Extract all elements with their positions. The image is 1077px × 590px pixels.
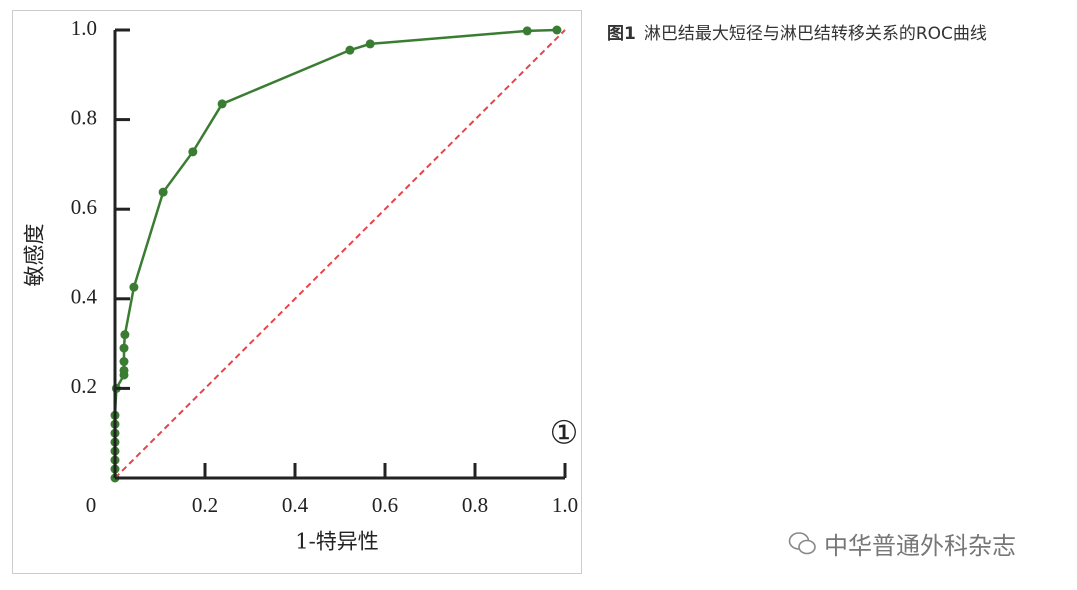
y-tick-label: 0.4: [71, 285, 98, 309]
roc-point: [119, 343, 129, 353]
roc-point: [552, 25, 562, 35]
x-tick-label: 0.4: [282, 493, 309, 517]
y-axis-label: 敏感度: [23, 224, 47, 287]
y-tick-label: 0.8: [71, 105, 97, 129]
caption-label: 图1: [607, 24, 636, 44]
y-tick-label: 0.2: [71, 374, 97, 398]
y-tick-label: 1.0: [71, 16, 97, 40]
roc-point: [345, 45, 355, 55]
roc-point: [188, 147, 198, 157]
x-tick-label: 0.8: [462, 493, 488, 517]
x-axis-label: 1-特异性: [295, 530, 378, 554]
reference-line: [114, 29, 566, 479]
caption: 图1 淋巴结最大短径与淋巴结转移关系的ROC曲线: [607, 16, 987, 52]
x-tick-label: 1.0: [552, 493, 578, 517]
roc-point: [217, 99, 227, 109]
watermark: 中华普通外科杂志: [788, 526, 1016, 561]
y-tick-label: 0.6: [71, 195, 97, 219]
annotation: ①: [550, 414, 579, 450]
roc-point: [119, 365, 129, 375]
watermark-text: 中华普通外科杂志: [824, 532, 1016, 560]
chart: 1-特异性 敏感度 ① 0.2 0.4 0.6 0.8 1.0 0 0.2 0.4 0.6 0.8…: [23, 16, 579, 554]
chart-frame: [12, 10, 582, 574]
roc-point: [120, 330, 130, 340]
roc-point: [119, 357, 129, 367]
caption-text: 淋巴结最大短径与淋巴结转移关系的ROC曲线: [643, 24, 987, 44]
x-tick-label: 0.6: [372, 493, 398, 517]
x-tick-label: 0: [86, 493, 97, 517]
x-tick-label: 0.2: [192, 493, 218, 517]
roc-point: [158, 187, 168, 197]
roc-point: [129, 282, 139, 292]
roc-point: [365, 39, 375, 49]
roc-point: [522, 26, 532, 36]
wechat-icon: [788, 531, 816, 554]
